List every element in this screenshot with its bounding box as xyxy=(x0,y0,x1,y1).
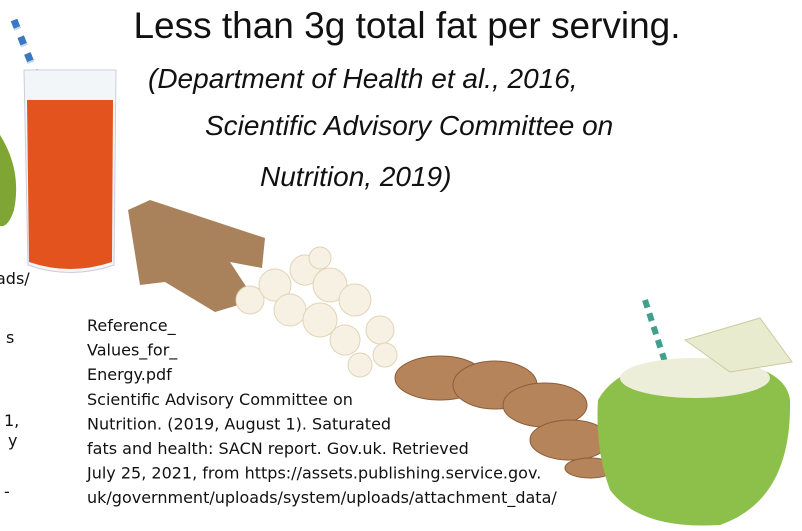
reference-line: Reference_ xyxy=(87,316,177,336)
reference-line: Energy.pdf xyxy=(87,365,172,384)
cut-text: ads/ xyxy=(0,269,30,288)
reference-line: Nutrition. (2019, August 1). Saturated xyxy=(87,414,391,433)
cut-text: - xyxy=(4,482,10,501)
slide: Less than 3g total fat per serving. (Dep… xyxy=(0,0,802,531)
reference-line: fats and health: SACN report. Gov.uk. Re… xyxy=(87,439,469,458)
cut-text: s xyxy=(6,328,14,347)
coconut-straw xyxy=(645,300,665,362)
title: Less than 3g total fat per serving. xyxy=(133,5,680,46)
reference-line: Scientific Advisory Committee on xyxy=(87,390,353,409)
citation-line: Scientific Advisory Committee on xyxy=(205,110,613,141)
avocado xyxy=(0,135,16,226)
citation-line: Nutrition, 2019) xyxy=(260,161,451,192)
reference-line: Values_for_ xyxy=(87,341,178,361)
reference-line: July 25, 2021, from https://assets.publi… xyxy=(86,464,541,483)
cut-text: y xyxy=(8,431,17,450)
reference-line: uk/government/uploads/system/uploads/att… xyxy=(87,488,557,508)
citation-line: (Department of Health et al., 2016, xyxy=(148,63,578,94)
juice xyxy=(27,100,113,269)
cut-text: 1, xyxy=(4,411,19,430)
biscuits xyxy=(395,356,615,478)
